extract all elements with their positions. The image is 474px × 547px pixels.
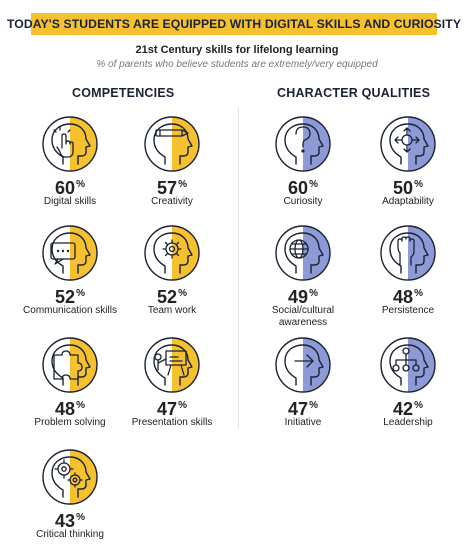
item-label: Social/cultural awareness [271, 305, 335, 328]
percent-value: 60% [288, 178, 318, 198]
presentation-board-icon [144, 337, 200, 393]
header-banner: TODAY'S STUDENTS ARE EQUIPPED WITH DIGIT… [7, 13, 461, 35]
percent-value: 57% [157, 178, 187, 198]
arrow-right-icon [275, 337, 331, 393]
item-label: Creativity [151, 196, 193, 207]
hand-tapping-icon [42, 116, 98, 172]
percent-value: 48% [393, 287, 423, 307]
hand-tapping-icon [53, 126, 74, 158]
four-way-arrows-icon [380, 116, 436, 172]
percent-value: 52% [55, 287, 85, 307]
character-qualities-title: CHARACTER QUALITIES [277, 86, 431, 100]
org-chart-icon [380, 337, 436, 393]
org-chart-icon [392, 347, 420, 372]
percent-value: 43% [55, 511, 85, 531]
question-mark-icon [295, 126, 311, 153]
pencil-icon [144, 116, 200, 172]
arrow-right-icon [294, 354, 314, 368]
item-label: Digital skills [43, 196, 97, 207]
gears-icon [42, 449, 98, 505]
competencies-title: COMPETENCIES [72, 86, 175, 100]
gear-icon [162, 239, 182, 259]
speech-bubble-icon [42, 225, 98, 281]
percent-value: 48% [55, 399, 85, 419]
percent-value: 49% [288, 287, 318, 307]
item-label: Adaptability [382, 196, 434, 207]
item-label: Persistence [381, 305, 435, 316]
four-way-arrows-icon [394, 127, 420, 153]
gears-icon [54, 459, 83, 488]
percent-value: 47% [157, 399, 187, 419]
subtitle: 21st Century skills for lifelong learnin… [135, 44, 339, 56]
percent-value: 60% [55, 178, 85, 198]
item-label: Critical thinking [36, 529, 104, 540]
item-label: Presentation skills [131, 417, 213, 428]
item-label: Curiosity [283, 196, 323, 207]
speech-bubble-icon [50, 242, 76, 265]
puzzle-piece-icon [53, 350, 83, 380]
raised-fist-icon [380, 225, 436, 281]
presentation-board-icon [154, 350, 187, 376]
gear-icon [144, 225, 200, 281]
item-label: Communication skills [23, 305, 117, 316]
item-label: Team work [147, 305, 197, 316]
globe-icon [275, 225, 331, 281]
percent-value: 50% [393, 178, 423, 198]
puzzle-piece-icon [42, 337, 98, 393]
item-label: Leadership [383, 417, 433, 428]
percent-value: 52% [157, 287, 187, 307]
item-label: Problem solving [34, 417, 106, 428]
pencil-icon [155, 129, 189, 137]
raised-fist-icon [397, 236, 415, 266]
percent-value: 47% [288, 399, 318, 419]
banner-title: TODAY'S STUDENTS ARE EQUIPPED WITH DIGIT… [6, 17, 462, 31]
item-label: Initiative [284, 417, 322, 428]
globe-icon [289, 239, 309, 259]
subtitle-note: % of parents who believe students are ex… [96, 59, 378, 70]
column-divider [238, 108, 239, 428]
question-mark-icon [275, 116, 331, 172]
percent-value: 42% [393, 399, 423, 419]
